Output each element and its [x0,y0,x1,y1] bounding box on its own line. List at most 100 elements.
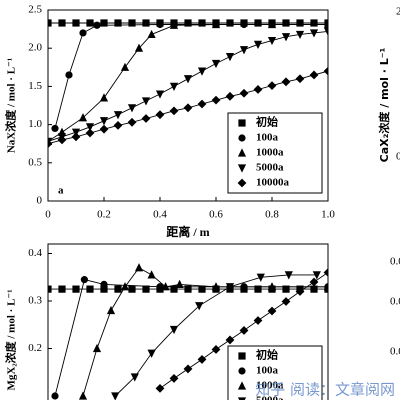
x-tick-label: 0.8 [265,209,279,221]
marker [267,306,277,316]
marker [120,282,130,291]
marker [169,82,179,91]
marker [225,53,235,62]
marker [253,316,263,325]
marker [197,67,207,76]
legend: 初始 100a 1000a 5000a [227,345,323,400]
marker [114,285,122,293]
marker [309,70,319,80]
marker [295,74,305,84]
marker [58,285,66,293]
marker [309,29,319,38]
marker [183,75,193,84]
marker [197,99,207,109]
marker [169,106,179,116]
marker [295,30,305,40]
marker [237,381,247,390]
marker [113,120,123,130]
plot: 0 0.5 1.0 1.5 2.0 2.5 0 0.2 0.4 0.6 0.8 1.0 距离 / m Na… [4,4,336,239]
cropped-ylabel: CaX₂浓度 / mol · L⁻¹ [377,47,391,162]
marker [237,148,247,157]
marker [161,282,170,291]
marker [100,285,108,293]
marker [100,19,108,27]
marker [239,46,249,55]
marker [238,134,246,142]
marker [141,97,151,106]
y-tick-label: 0.5 [28,156,42,168]
marker [238,367,246,375]
marker [155,384,165,393]
marker [184,285,192,293]
marker [142,19,150,27]
marker [71,132,81,142]
plot-frame [47,9,329,202]
marker [323,268,328,277]
y-tick-label: 0.4 [28,247,42,259]
marker [58,19,66,27]
marker [78,113,88,122]
marker [267,81,277,91]
x-tick-label: 1.0 [321,209,335,221]
marker [79,29,87,37]
marker [169,374,179,383]
marker [147,349,156,358]
legend-label: 5000a [256,162,284,174]
x-tick-label: 0.4 [153,209,167,221]
marker [92,343,102,353]
marker [85,123,95,132]
marker [72,285,80,293]
marker [238,119,246,127]
marker [99,117,109,126]
marker [239,88,249,98]
marker [128,19,136,27]
marker [155,110,165,120]
marker [78,391,88,400]
marker [284,271,293,280]
marker [323,19,328,29]
marker [147,29,156,39]
y-axis-label: MgX₂浓度 / mol · L⁻¹ [4,289,18,390]
marker [254,285,262,293]
y-tick-label: 0.3 [28,295,42,307]
series-area [48,19,328,149]
marker [72,19,80,27]
marker [238,352,246,360]
marker [134,43,144,52]
marker [256,273,265,282]
marker [86,285,94,293]
cropped-tick: 0.0 [390,256,400,268]
legend-label: 5000a [256,395,284,400]
marker [80,276,88,284]
marker [100,280,108,288]
marker [295,287,305,296]
marker [310,19,318,27]
marker [155,90,165,99]
watermark: 知乎 阅读：文章阅网 [255,381,395,399]
y-tick-label: 0.2 [28,342,42,354]
marker [175,279,184,288]
legend-label: 1000a [256,380,284,392]
marker [141,114,151,123]
marker [312,271,321,280]
marker [237,397,247,400]
x-axis-label: 距离 / m [166,224,209,239]
marker [85,128,95,138]
marker [99,93,109,102]
marker [310,285,318,293]
marker [120,62,130,71]
marker [65,71,73,79]
marker [225,91,235,101]
marker [237,178,247,188]
marker [48,139,53,149]
marker [267,282,277,291]
marker [197,355,207,364]
marker [156,283,164,291]
marker [127,117,137,127]
marker [211,282,221,291]
cropped-tick: 0.0 [390,296,400,308]
legend-label: 1000a [256,147,284,159]
marker [99,124,109,134]
marker [142,285,150,293]
